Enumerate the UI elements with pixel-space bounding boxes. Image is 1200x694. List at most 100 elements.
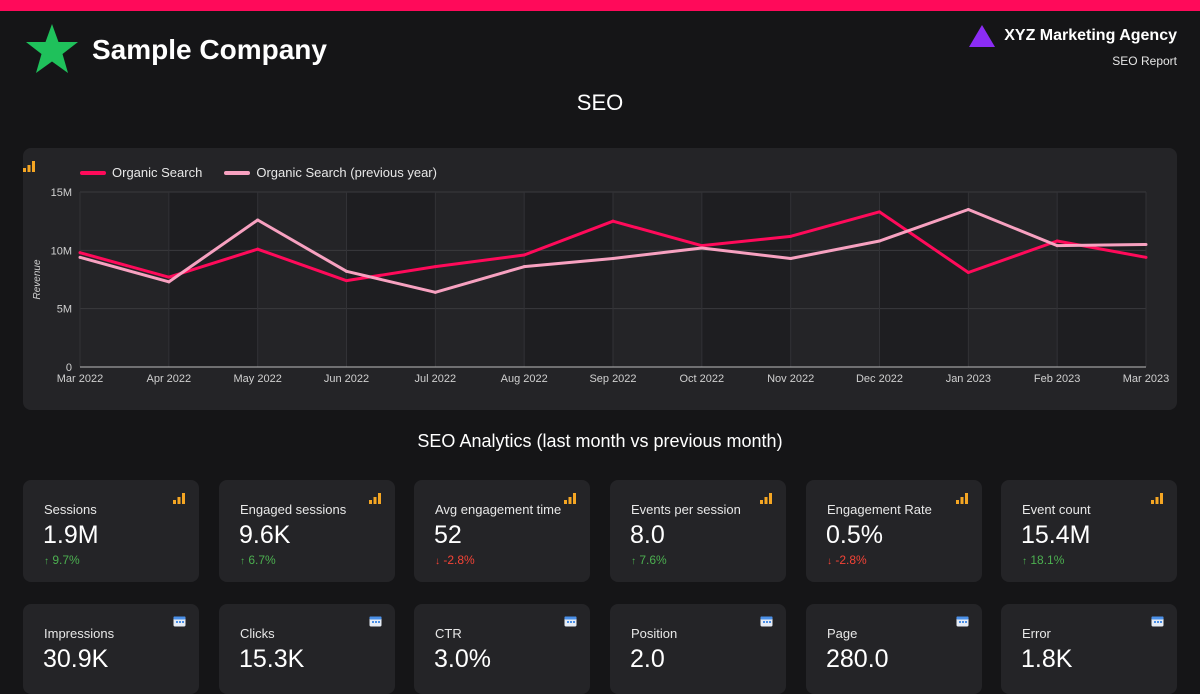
arrow-down-icon: ↓ <box>827 556 832 567</box>
arrow-up-icon: ↑ <box>1022 556 1027 567</box>
search-console-icon[interactable] <box>956 615 969 627</box>
kpi-delta-value: -2.8% <box>443 553 475 567</box>
kpi-delta-value: 7.6% <box>639 553 667 567</box>
y-tick-label: 10M <box>51 245 72 257</box>
x-tick-label: Feb 2023 <box>1034 373 1080 385</box>
kpi-card-sessions[interactable]: Sessions 1.9M ↑ 9.7% <box>23 480 199 582</box>
y-tick-label: 15M <box>51 187 72 199</box>
data-point[interactable] <box>966 271 970 274</box>
analytics-section-title: SEO Analytics (last month vs previous mo… <box>417 431 783 451</box>
data-point[interactable] <box>700 246 704 250</box>
data-point[interactable] <box>1055 244 1059 248</box>
kpi-label: Page <box>827 626 858 641</box>
kpi-value: 8.0 <box>630 521 665 549</box>
data-point[interactable] <box>1055 239 1059 243</box>
kpi-delta: ↑ 7.6% <box>631 553 667 567</box>
legend-item-organic-search[interactable]: Organic Search <box>80 165 202 180</box>
data-point[interactable] <box>700 244 704 248</box>
x-tick-label: Dec 2022 <box>856 373 903 385</box>
data-point[interactable] <box>167 280 171 284</box>
analytics-bars-icon[interactable] <box>564 492 576 504</box>
data-point[interactable] <box>433 290 437 294</box>
legend-swatch <box>224 170 251 175</box>
data-point[interactable] <box>1144 243 1148 246</box>
agency-logo-icon <box>969 25 996 47</box>
chart-legend: Organic Search Organic Search (previous … <box>80 165 459 180</box>
kpi-delta-value: 6.7% <box>248 553 276 567</box>
kpi-card-position[interactable]: Position 2.0 <box>610 604 786 694</box>
kpi-card-event-count[interactable]: Event count 15.4M ↑ 18.1% <box>1001 480 1177 582</box>
data-point[interactable] <box>256 247 260 251</box>
data-point[interactable] <box>256 218 260 222</box>
data-point[interactable] <box>611 257 615 260</box>
data-point[interactable] <box>522 253 526 257</box>
chart-band <box>701 192 791 367</box>
kpi-delta-value: 9.7% <box>52 553 80 567</box>
arrow-up-icon: ↑ <box>631 556 636 567</box>
data-point[interactable] <box>878 239 881 243</box>
legend-label: Organic Search <box>112 165 203 180</box>
kpi-card-error[interactable]: Error 1.8K <box>1001 604 1177 694</box>
agency-name: XYZ Marketing Agency <box>1004 27 1177 44</box>
analytics-bars-icon[interactable] <box>760 492 772 504</box>
data-point[interactable] <box>1144 255 1148 259</box>
seo-section-title: SEO <box>576 90 624 115</box>
arrow-up-icon: ↑ <box>44 556 49 567</box>
data-point[interactable] <box>167 275 171 279</box>
kpi-card-engagement-rate[interactable]: Engagement Rate 0.5% ↓ -2.8% <box>806 480 982 582</box>
x-tick-label: Jan 2023 <box>946 373 991 385</box>
kpi-label: Error <box>1022 626 1051 641</box>
report-label: SEO Report <box>1112 54 1177 68</box>
kpi-value: 280.0 <box>826 645 889 673</box>
search-console-icon[interactable] <box>1151 615 1164 627</box>
kpi-delta: ↓ -2.8% <box>435 553 475 567</box>
data-point[interactable] <box>78 255 82 259</box>
star-logo-icon <box>26 24 78 73</box>
analytics-bars-icon[interactable] <box>173 492 185 504</box>
kpi-card-page[interactable]: Page 280.0 <box>806 604 982 694</box>
kpi-card-clicks[interactable]: Clicks 15.3K <box>219 604 395 694</box>
kpi-value: 1.9M <box>43 521 99 549</box>
data-point[interactable] <box>966 208 970 211</box>
analytics-bars-icon[interactable] <box>956 492 968 504</box>
analytics-bars-icon[interactable] <box>369 492 381 504</box>
agency-header: XYZ Marketing Agency SEO Report <box>968 24 1177 68</box>
legend-item-organic-search-previous-year[interactable]: Organic Search (previous year) <box>224 165 437 180</box>
x-tick-label: Oct 2022 <box>680 373 725 385</box>
data-point[interactable] <box>611 219 615 223</box>
data-point[interactable] <box>345 269 348 273</box>
kpi-card-engaged-sessions[interactable]: Engaged sessions 9.6K ↑ 6.7% <box>219 480 395 582</box>
revenue-line-chart: 0 5M 10M 15M Mar 2022 Apr 2022 May 2022 Jun 202… <box>32 187 1169 385</box>
kpi-delta-value: 18.1% <box>1030 553 1065 567</box>
kpi-label: Sessions <box>44 502 97 517</box>
data-point[interactable] <box>433 265 437 269</box>
kpi-card-impressions[interactable]: Impressions 30.9K <box>23 604 199 694</box>
x-tick-label: Apr 2022 <box>147 373 192 385</box>
kpi-label: CTR <box>435 626 462 641</box>
x-tick-label: Sep 2022 <box>589 373 636 385</box>
analytics-bars-icon[interactable] <box>23 160 35 172</box>
search-console-icon[interactable] <box>564 615 577 627</box>
kpi-card-events-per-session[interactable]: Events per session 8.0 ↑ 7.6% <box>610 480 786 582</box>
kpi-delta: ↑ 18.1% <box>1022 553 1064 567</box>
kpi-card-avg-engagement-time[interactable]: Avg engagement time 52 ↓ -2.8% <box>414 480 590 582</box>
kpi-delta: ↑ 6.7% <box>240 553 276 567</box>
analytics-bars-icon[interactable] <box>1151 492 1163 504</box>
kpi-value: 30.9K <box>43 645 109 673</box>
kpi-card-ctr[interactable]: CTR 3.0% <box>414 604 590 694</box>
data-point[interactable] <box>789 257 793 260</box>
data-point[interactable] <box>78 251 82 255</box>
search-console-icon[interactable] <box>760 615 773 627</box>
data-point[interactable] <box>345 279 348 283</box>
x-tick-label: Jul 2022 <box>415 373 457 385</box>
kpi-value: 3.0% <box>434 645 491 673</box>
search-console-icon[interactable] <box>369 615 382 627</box>
data-point[interactable] <box>789 234 793 238</box>
search-console-icon[interactable] <box>173 615 186 627</box>
kpi-value: 52 <box>434 521 462 549</box>
data-point[interactable] <box>878 210 881 214</box>
arrow-up-icon: ↑ <box>240 556 245 567</box>
data-point[interactable] <box>522 265 526 269</box>
x-tick-label: Aug 2022 <box>501 373 548 385</box>
kpi-label: Avg engagement time <box>435 502 562 517</box>
